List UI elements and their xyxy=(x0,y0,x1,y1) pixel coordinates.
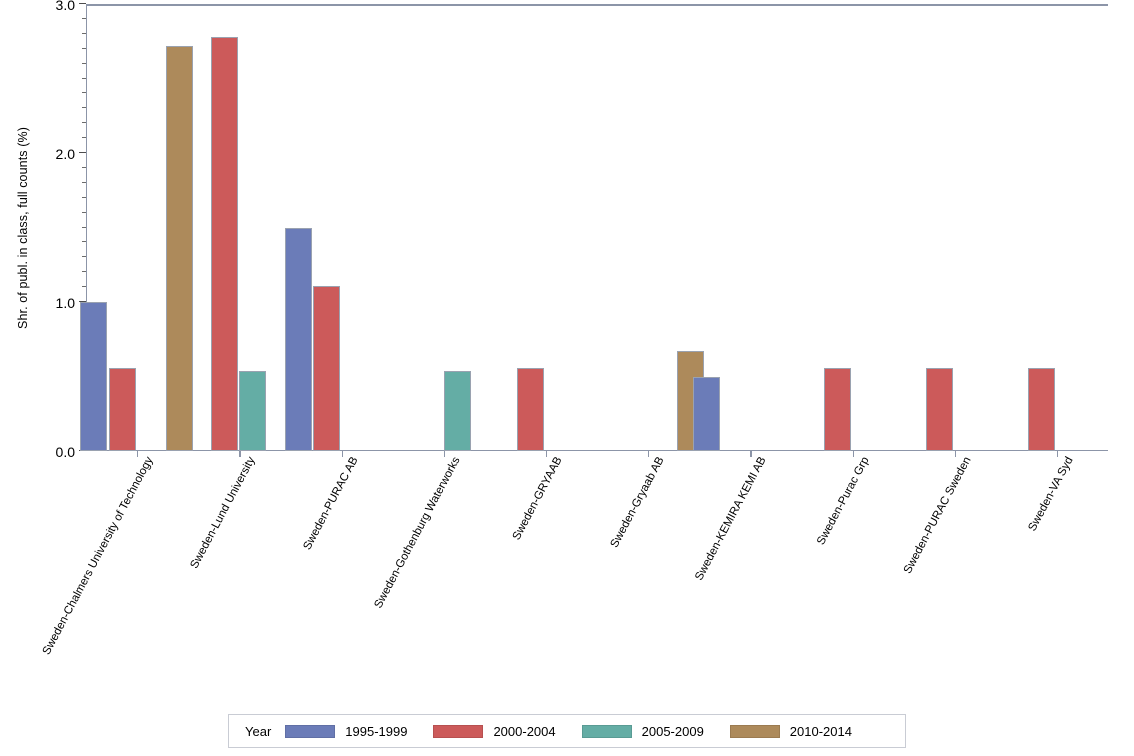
bar xyxy=(517,367,545,451)
x-tick-label: Sweden-PURAC AB xyxy=(300,455,361,553)
x-tick-label: Sweden-Purac Grp xyxy=(814,455,872,547)
bar xyxy=(824,367,851,451)
x-tick xyxy=(443,451,446,457)
y-tick-minor xyxy=(82,226,86,228)
legend-item[interactable]: 2010-2014 xyxy=(729,723,852,739)
y-tick-label: 0.0 xyxy=(55,443,75,460)
y-tick-minor xyxy=(82,211,86,213)
legend-label: 2000-2004 xyxy=(493,723,556,739)
bar xyxy=(108,367,136,451)
bar xyxy=(313,285,340,451)
y-tick-minor xyxy=(82,62,86,64)
x-tick xyxy=(341,451,343,457)
legend-item[interactable]: 2000-2004 xyxy=(433,723,556,739)
y-tick-minor xyxy=(82,181,86,183)
x-tick xyxy=(1056,451,1059,457)
x-tick xyxy=(852,451,854,457)
x-tick-label: Sweden-Chalmers University of Technology xyxy=(40,455,156,657)
y-tick-minor xyxy=(82,47,86,49)
x-tick-label: Sweden-Gryaab AB xyxy=(608,455,667,550)
plot-top-rule xyxy=(86,4,1108,6)
legend-label: 2010-2014 xyxy=(789,723,852,739)
y-tick-minor xyxy=(82,107,86,109)
legend-swatch xyxy=(729,724,780,738)
legend-label: 2005-2009 xyxy=(641,723,704,739)
x-tick xyxy=(750,451,752,457)
legend: Year 1995-1999 2000-2004 2005-2009 2010-201… xyxy=(228,714,906,748)
legend-title: Year xyxy=(245,723,272,739)
bar xyxy=(926,367,954,451)
y-tick-major xyxy=(79,2,86,4)
y-tick-minor xyxy=(82,92,86,94)
x-tick-label: Sweden-GRYAAB xyxy=(510,455,565,543)
legend-swatch xyxy=(433,724,484,738)
bar xyxy=(165,45,193,451)
plot-area: 0.0 1.0 2.0 3.0 xyxy=(56,0,1108,460)
y-axis-label-container: Shr. of publ. in class, full counts (%) xyxy=(8,0,38,455)
bar xyxy=(284,227,312,451)
legend-item[interactable]: 1995-1999 xyxy=(285,724,407,739)
legend-swatch xyxy=(581,724,632,738)
x-tick xyxy=(954,451,957,457)
y-tick-minor xyxy=(82,166,86,168)
y-tick-label: 3.0 xyxy=(55,0,75,13)
x-tick xyxy=(545,451,548,457)
axis-frame xyxy=(86,4,1108,451)
y-tick-minor xyxy=(82,241,86,243)
x-tick-label: Sweden-VA Syd xyxy=(1026,455,1076,534)
bar xyxy=(80,302,108,451)
y-tick-minor xyxy=(82,286,86,288)
y-tick-minor xyxy=(82,137,86,139)
x-axis-labels: Sweden-Chalmers University of Technology… xyxy=(41,455,1108,705)
x-tick-label: Sweden-PURAC Sweden xyxy=(901,455,974,576)
legend-label: 1995-1999 xyxy=(345,723,408,739)
x-tick xyxy=(137,451,139,457)
legend-entries: 1995-1999 2000-2004 2005-2009 2010-2014 xyxy=(285,724,878,739)
y-tick-minor xyxy=(82,271,86,273)
x-tick-label: Sweden-KEMIRA KEMI AB xyxy=(693,455,769,583)
y-axis-label: Shr. of publ. in class, full counts (%) xyxy=(16,126,30,329)
y-tick-label: 2.0 xyxy=(55,145,75,162)
y-tick-minor xyxy=(82,77,86,79)
y-tick-minor xyxy=(82,256,86,258)
y-tick-minor xyxy=(82,17,86,19)
y-tick-minor xyxy=(82,122,86,124)
x-tick-label: Sweden-Lund University xyxy=(188,455,258,571)
bar xyxy=(443,370,471,451)
bar xyxy=(239,370,267,451)
legend-swatch xyxy=(285,724,336,738)
x-tick-label: Sweden-Gothenburg Waterworks xyxy=(372,455,463,611)
bar xyxy=(1028,367,1056,451)
bar xyxy=(693,376,721,451)
legend-item[interactable]: 2005-2009 xyxy=(581,723,704,739)
y-tick-minor xyxy=(82,32,86,34)
y-tick-major xyxy=(79,300,86,302)
y-tick-minor xyxy=(82,196,86,198)
y-tick-major xyxy=(79,151,86,153)
bar xyxy=(210,36,238,451)
y-tick-label: 1.0 xyxy=(55,294,75,311)
x-tick xyxy=(648,451,650,457)
x-tick xyxy=(239,451,241,457)
